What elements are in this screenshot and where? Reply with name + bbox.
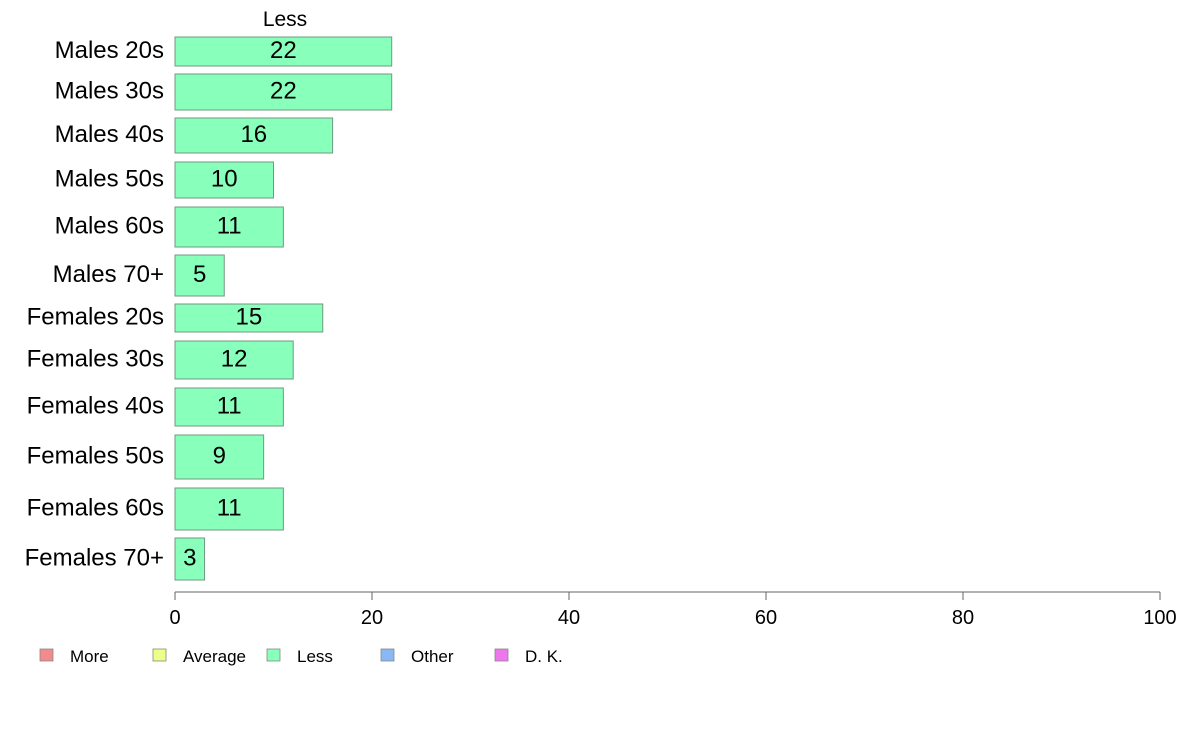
legend-label: Less bbox=[297, 647, 333, 666]
legend-label: Average bbox=[183, 647, 246, 666]
x-tick-label: 20 bbox=[361, 607, 383, 629]
category-label: Females 70+ bbox=[25, 544, 164, 571]
data-label: 11 bbox=[217, 392, 242, 419]
category-label: Females 50s bbox=[27, 442, 164, 469]
bar bbox=[174, 73, 393, 111]
data-label: 15 bbox=[236, 303, 263, 330]
legend-label: D. K. bbox=[525, 647, 563, 666]
legend-swatch bbox=[380, 648, 395, 662]
x-tick-label: 60 bbox=[755, 607, 777, 629]
data-label: 9 bbox=[213, 442, 226, 469]
bar bbox=[174, 254, 225, 297]
category-label: Males 50s bbox=[55, 165, 164, 192]
category-label: Females 60s bbox=[27, 494, 164, 521]
category-label: Males 20s bbox=[55, 37, 164, 64]
x-tick-label: 100 bbox=[1143, 607, 1176, 629]
bar bbox=[174, 434, 265, 480]
bars-group bbox=[174, 36, 393, 581]
category-label: Females 20s bbox=[27, 303, 164, 330]
data-label: 12 bbox=[221, 345, 248, 372]
x-tick-label: 0 bbox=[169, 607, 180, 629]
data-label: 10 bbox=[211, 165, 238, 192]
bar bbox=[174, 387, 284, 427]
bar bbox=[174, 36, 393, 67]
data-label: 3 bbox=[183, 544, 196, 571]
category-label: Females 30s bbox=[27, 345, 164, 372]
category-label: Males 60s bbox=[55, 212, 164, 239]
bar bbox=[174, 206, 284, 248]
data-label: 16 bbox=[240, 121, 267, 148]
x-tick-label: 80 bbox=[952, 607, 974, 629]
panel-title: Less bbox=[263, 8, 307, 31]
legend-swatch bbox=[494, 648, 509, 662]
legend-swatch bbox=[152, 648, 167, 662]
data-label: 11 bbox=[217, 494, 242, 521]
bar bbox=[174, 117, 334, 154]
category-labels-group: Males 20s Males 30s Males 40s Males 50s Male… bbox=[25, 37, 164, 572]
x-axis: 0 20 40 60 80 100 bbox=[169, 591, 1177, 629]
bar bbox=[174, 161, 274, 199]
data-label: 11 bbox=[217, 212, 242, 239]
data-label: 5 bbox=[193, 261, 206, 288]
x-tick-label: 40 bbox=[558, 607, 580, 629]
data-label: 22 bbox=[270, 77, 297, 104]
category-label: Females 40s bbox=[27, 392, 164, 419]
category-label: Males 30s bbox=[55, 77, 164, 104]
bar bbox=[174, 340, 294, 380]
category-label: Males 70+ bbox=[53, 261, 164, 288]
category-label: Males 40s bbox=[55, 121, 164, 148]
bar bbox=[174, 537, 206, 581]
bar bbox=[174, 487, 284, 531]
legend: More Average Less Other D. K. bbox=[39, 647, 563, 666]
legend-label: More bbox=[70, 647, 109, 666]
bar bbox=[174, 303, 324, 333]
legend-swatch bbox=[266, 648, 281, 662]
legend-label: Other bbox=[411, 647, 454, 666]
legend-swatch bbox=[39, 648, 54, 662]
data-label: 22 bbox=[270, 37, 297, 64]
